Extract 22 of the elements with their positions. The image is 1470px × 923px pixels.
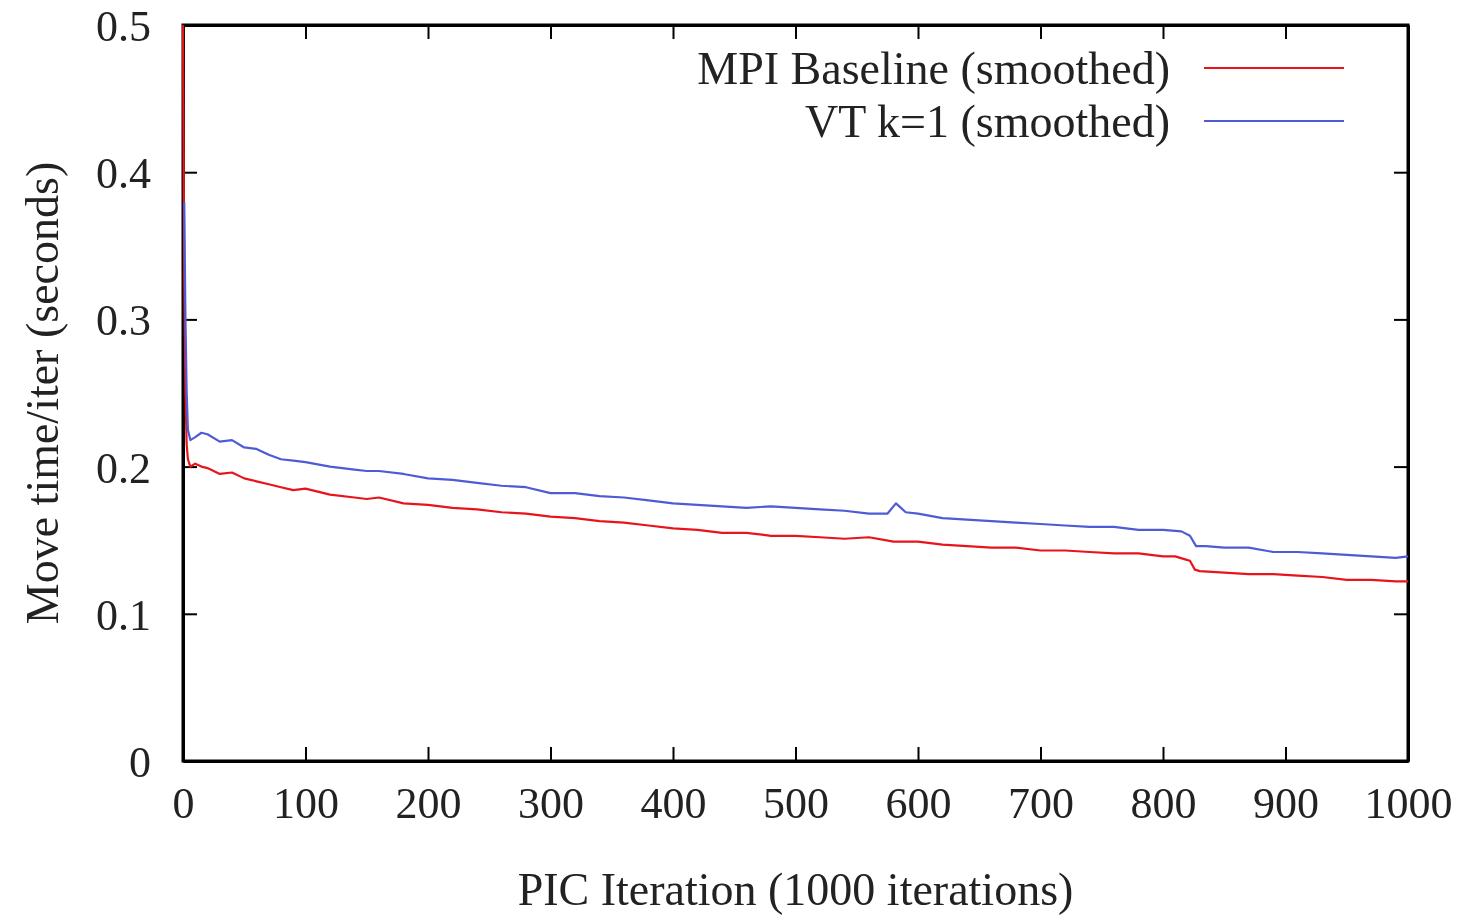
y-tick-label: 0.2 xyxy=(96,443,151,493)
x-tick-label: 600 xyxy=(885,779,952,829)
line-series xyxy=(183,200,1410,559)
y-tick-label: 0.4 xyxy=(96,149,151,199)
y-tick-label: 0.3 xyxy=(96,296,151,346)
x-tick-label: 900 xyxy=(1253,779,1319,829)
x-tick-label: 100 xyxy=(273,779,339,829)
y-axis-title: Move time/iter (seconds) xyxy=(17,161,68,625)
x-tick-label: 0 xyxy=(172,779,195,829)
x-tick-label: 700 xyxy=(1008,779,1074,829)
y-tick-label: 0 xyxy=(129,737,151,787)
y-tick-label: 0.1 xyxy=(96,590,151,640)
legend-label: MPI Baseline (smoothed) xyxy=(697,43,1170,95)
x-axis-title: PIC Iteration (1000 iterations) xyxy=(517,864,1074,915)
x-tick-label: 500 xyxy=(763,779,829,829)
x-tick-label: 200 xyxy=(395,779,462,829)
legend-label: VT k=1 (smoothed) xyxy=(805,96,1170,148)
x-tick-label: 800 xyxy=(1130,779,1197,829)
y-tick-label: 0.5 xyxy=(96,1,151,51)
x-tick-label: 300 xyxy=(518,779,584,829)
x-tick-label: 400 xyxy=(640,779,707,829)
x-tick-label: 1000 xyxy=(1364,779,1453,829)
